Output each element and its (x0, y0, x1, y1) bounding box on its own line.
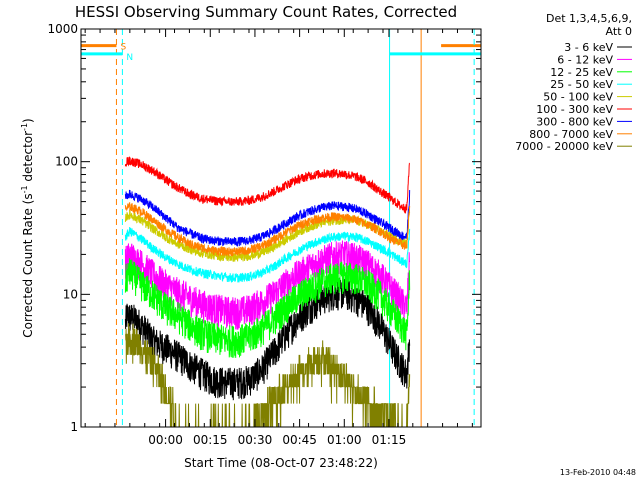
y-label-suffix: ) (21, 118, 35, 123)
footer-timestamp: 13-Feb-2010 04:48 (560, 468, 636, 477)
legend-entry-label: 6 - 12 keV (557, 53, 613, 66)
x-tick-label: 01:00 (327, 433, 362, 447)
x-tick-label: 00:15 (193, 433, 228, 447)
y-tick-label: 100 (55, 155, 78, 169)
flag-label-N: N (126, 53, 133, 63)
x-tick-label: 00:00 (148, 433, 183, 447)
flag-label-S: S (120, 43, 126, 53)
legend-entry-label: 800 - 7000 keV (529, 128, 613, 141)
y-label-prefix: Corrected Count Rate (s (21, 193, 35, 337)
y-tick-label: 10 (63, 287, 78, 301)
legend-header-attenuator: Att 0 (606, 25, 632, 38)
x-tick-label: 00:45 (282, 433, 317, 447)
legend-entry-label: 50 - 100 keV (543, 91, 613, 104)
y-axis-label: Corrected Count Rate (s-1 detector-1) (20, 118, 35, 337)
x-tick-label: 01:15 (372, 433, 407, 447)
series-line (125, 323, 411, 427)
legend-header-detectors: Det 1,3,4,5,6,9, (546, 12, 632, 25)
series-line (124, 226, 411, 284)
chart-title: HESSI Observing Summary Count Rates, Cor… (75, 3, 457, 21)
legend-entry-label: 25 - 50 keV (550, 78, 613, 91)
legend-entry-label: 7000 - 20000 keV (515, 140, 613, 153)
y-label-sup2: -1 (20, 123, 29, 131)
legend-entry-label: 100 - 300 keV (536, 103, 613, 116)
x-tick-label: 00:30 (238, 433, 273, 447)
legend-entry-label: 300 - 800 keV (536, 115, 613, 128)
series-line (124, 258, 411, 358)
y-label-mid: detector (21, 131, 35, 186)
series-line (124, 156, 410, 214)
series-layer (124, 156, 411, 427)
y-tick-label: 1 (70, 420, 78, 434)
legend-entry-label: 12 - 25 keV (550, 66, 613, 79)
legend-entry-label: 3 - 6 keV (564, 41, 613, 54)
x-axis-label: Start Time (08-Oct-07 23:48:22) (184, 456, 378, 470)
series-line (124, 277, 411, 401)
series-line (124, 202, 411, 258)
plot-frame (80, 28, 482, 428)
x-axis: 00:00 00:15 00:30 00:45 01:00 01:15 (84, 29, 473, 447)
y-label-sup1: -1 (20, 185, 29, 193)
series-line (124, 189, 411, 247)
y-tick-label: 1000 (47, 22, 78, 36)
